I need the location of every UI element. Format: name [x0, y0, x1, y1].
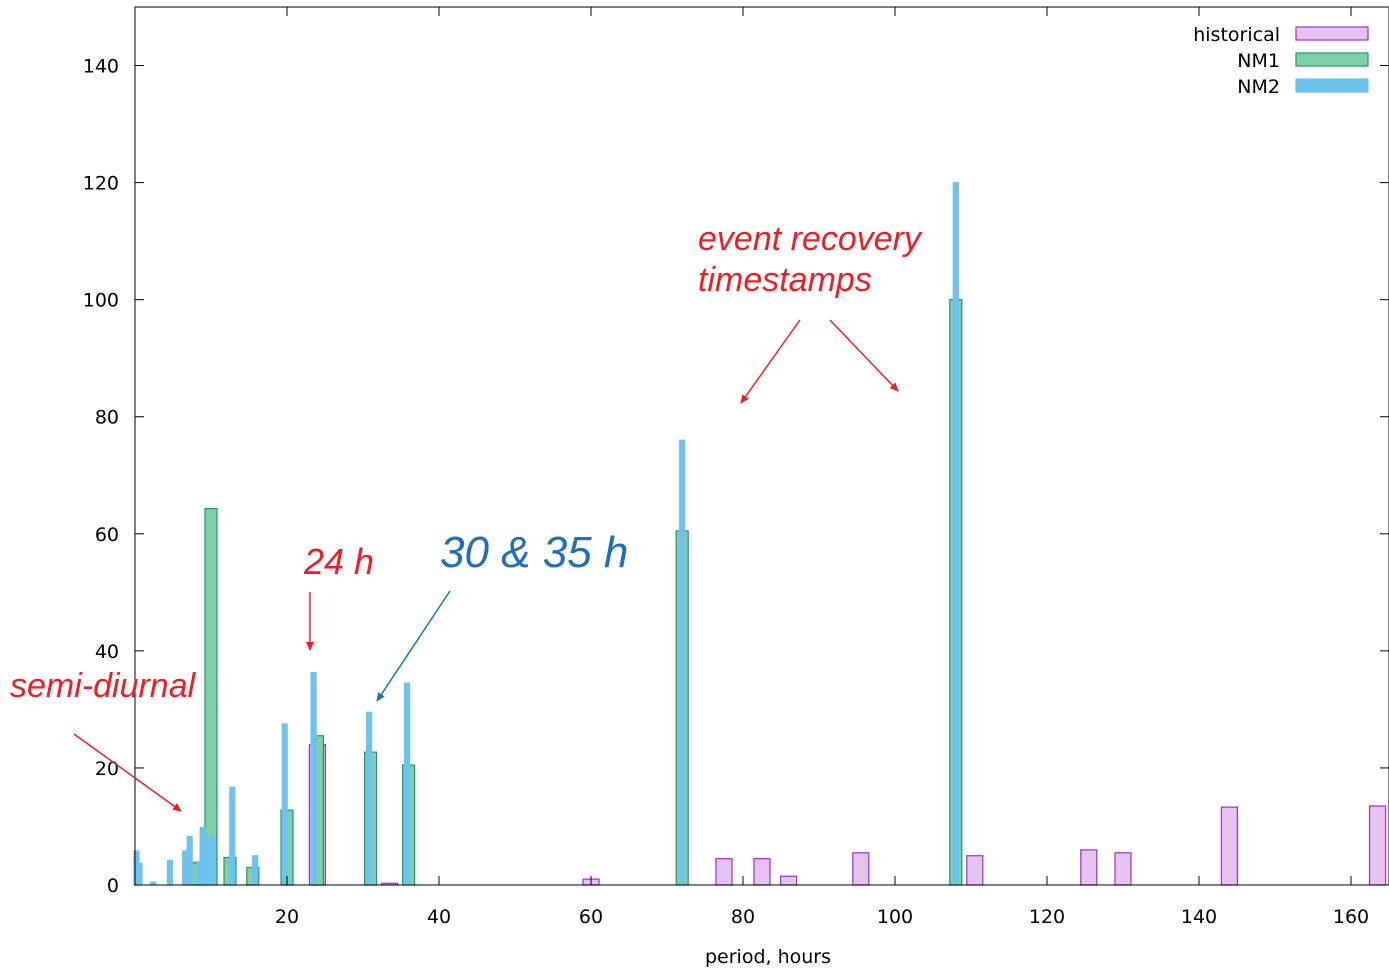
y-tick-label-0: 0 — [107, 875, 119, 897]
x-tick-label-60: 60 — [579, 906, 603, 928]
bar-historical-3 — [716, 859, 732, 885]
legend-label-nm1: NM1 — [1237, 50, 1280, 72]
legend-swatch-nm2 — [1296, 79, 1368, 92]
y-tick-label-20: 20 — [95, 758, 119, 780]
arrow-event-left — [741, 320, 800, 403]
bar-historical-8 — [1081, 850, 1097, 885]
x-tick-label-20: 20 — [275, 906, 299, 928]
arrow-semi-diurnal — [74, 734, 181, 811]
y-tick-label-100: 100 — [83, 290, 119, 312]
bar-nm2-16 — [680, 440, 685, 885]
y-tick-label-40: 40 — [95, 641, 119, 663]
bar-nm2-14 — [367, 712, 372, 885]
bar-nm2-17 — [953, 183, 958, 885]
annotation-semi-diurnal: semi-diurnal — [10, 667, 197, 705]
y-tick-label-140: 140 — [83, 56, 119, 78]
bar-historical-6 — [853, 853, 869, 885]
bar-historical-4 — [754, 859, 770, 885]
bar-historical-11 — [1370, 806, 1386, 885]
y-tick-label-60: 60 — [95, 524, 119, 546]
bar-nm2-8 — [204, 838, 209, 885]
bar-nm2-12 — [282, 724, 287, 885]
bar-nm2-5 — [187, 836, 192, 885]
x-axis-title: period, hours — [705, 946, 831, 968]
annotation-30-35h: 30 & 35 h — [440, 528, 628, 577]
legend-swatch-nm1 — [1296, 53, 1368, 66]
x-tick-label-100: 100 — [877, 906, 913, 928]
y-tick-label-80: 80 — [95, 407, 119, 429]
bar-nm2-10 — [230, 787, 235, 885]
bar-nm2-1 — [137, 863, 142, 885]
annotation-timestamps: timestamps — [698, 261, 872, 299]
annotation-24h: 24 h — [303, 541, 374, 582]
bar-historical-7 — [967, 856, 983, 885]
x-tick-label-40: 40 — [427, 906, 451, 928]
bar-historical-9 — [1115, 853, 1131, 885]
x-tick-label-160: 160 — [1333, 906, 1369, 928]
y-tick-label-120: 120 — [83, 173, 119, 195]
bar-historical-10 — [1221, 807, 1237, 885]
legend-swatch-historical — [1296, 27, 1368, 40]
bar-nm1-1 — [205, 509, 217, 885]
x-tick-label-140: 140 — [1181, 906, 1217, 928]
legend-label-nm2: NM2 — [1237, 76, 1280, 98]
arrow-event-right — [830, 320, 898, 391]
legend: historical NM1 NM2 — [1193, 24, 1368, 98]
bar-historical-5 — [781, 876, 797, 885]
x-tick-label-120: 120 — [1029, 906, 1065, 928]
arrow-30-35h — [377, 591, 450, 701]
bar-nm2-15 — [405, 683, 410, 885]
legend-label-historical: historical — [1193, 24, 1280, 46]
bar-nm2-3 — [167, 860, 172, 885]
bar-nm2-13 — [311, 673, 316, 885]
annotation-event-recovery: event recovery — [698, 220, 923, 258]
axes-layer: 0 20 40 60 80 100 120 140 20 40 60 80 100 120 140 160 — [83, 7, 1389, 928]
x-tick-label-80: 80 — [731, 906, 755, 928]
bar-nm2-11 — [253, 856, 258, 885]
bar-nm2-9 — [210, 836, 215, 885]
